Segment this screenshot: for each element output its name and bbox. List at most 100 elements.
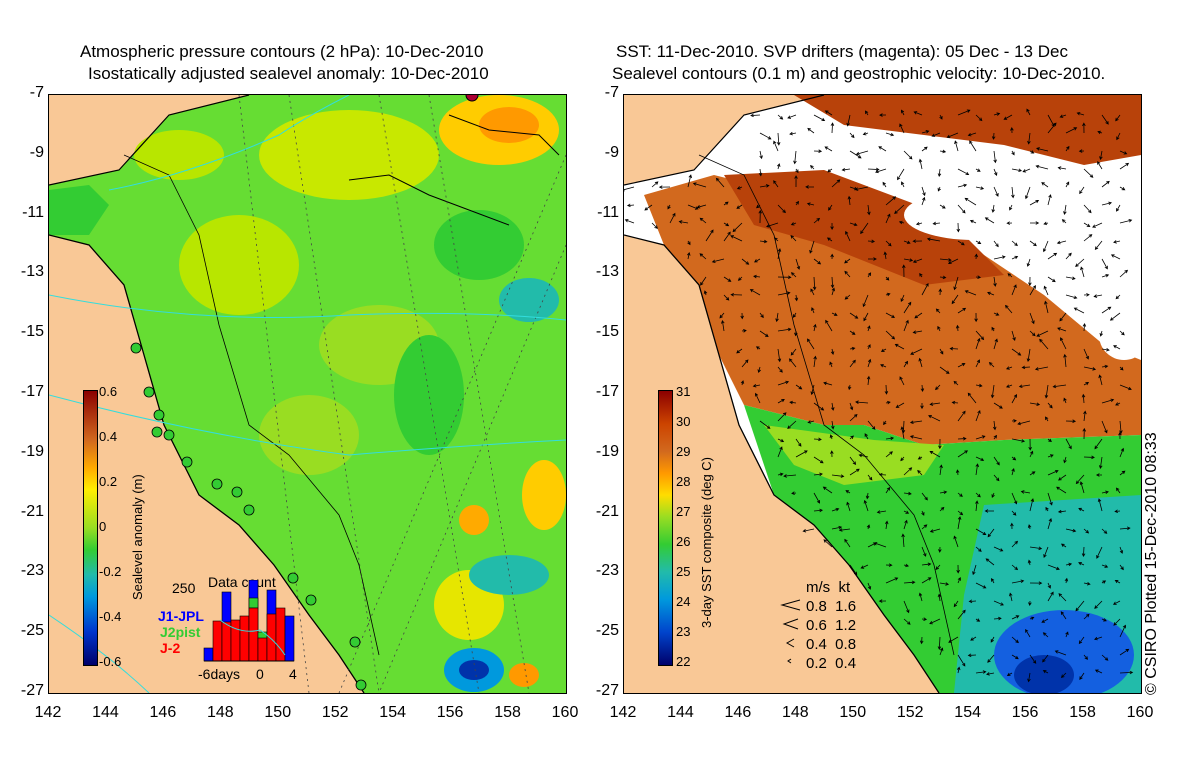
velocity-arrow	[867, 325, 871, 332]
velocity-arrow	[991, 578, 995, 584]
velocity-arrow	[1115, 294, 1121, 300]
velocity-arrow	[903, 491, 912, 496]
velocity-arrow	[1098, 456, 1103, 469]
velocity-arrow	[1083, 348, 1089, 360]
velocity-arrow	[939, 582, 950, 586]
velocity-arrow	[1036, 330, 1049, 337]
velocity-arrow	[863, 499, 869, 512]
velocity-arrow	[777, 327, 792, 332]
velocity-arrow	[1036, 147, 1049, 152]
velocity-arrow	[957, 436, 967, 441]
velocity-arrow	[736, 204, 743, 209]
velocity-arrow	[972, 564, 977, 576]
velocity-arrow	[1011, 438, 1026, 443]
velocity-arrow	[1083, 293, 1090, 297]
velocity-arrow	[829, 434, 834, 440]
x-tick-label: 152	[896, 704, 924, 721]
velocity-arrow	[1011, 284, 1017, 296]
velocity-arrow	[1119, 670, 1134, 675]
velocity-arrow	[830, 253, 834, 260]
velocity-arrow	[975, 409, 981, 422]
velocity-arrow	[687, 204, 699, 210]
velocity-arrow	[1029, 330, 1036, 337]
y-tick-label: -27	[20, 682, 44, 699]
velocity-arrow	[1083, 382, 1090, 386]
velocity-arrow	[937, 325, 941, 332]
velocity-arrow	[1095, 473, 1103, 477]
velocity-arrow	[866, 375, 871, 386]
velocity-arrow	[1005, 304, 1013, 314]
velocity-arrow	[968, 599, 977, 604]
sst-cbar-tick-29: 29	[676, 444, 691, 459]
coastline	[49, 234, 365, 693]
velocity-arrow	[1101, 347, 1110, 352]
velocity-arrow	[1119, 564, 1124, 571]
velocity-arrow	[736, 186, 743, 190]
velocity-arrow	[759, 150, 763, 160]
velocity-arrow	[1011, 492, 1018, 505]
anomaly-blob-cold	[459, 660, 489, 680]
velocity-arrow	[975, 546, 982, 552]
velocity-arrow	[1094, 240, 1103, 250]
velocity-arrow	[939, 204, 946, 209]
anomaly-blob-warm	[479, 107, 539, 143]
velocity-arrow	[956, 222, 961, 233]
sst-cbar-tick-23: 23	[676, 624, 691, 639]
velocity-arrow	[1113, 345, 1121, 350]
velocity-arrow	[737, 276, 743, 281]
velocity-arrow	[776, 132, 781, 146]
velocity-arrow	[644, 204, 653, 211]
velocity-arrow	[988, 362, 995, 368]
satellite-tracks	[238, 95, 566, 693]
velocity-arrow	[1042, 670, 1049, 674]
velocity-arrow	[1029, 200, 1040, 206]
velocity-arrow	[831, 507, 840, 512]
velocity-arrow	[956, 564, 960, 574]
velocity-arrow	[1065, 127, 1078, 134]
velocity-arrow	[967, 392, 977, 404]
velocity-arrow	[975, 618, 981, 622]
velocity-arrow	[912, 330, 923, 334]
velocity-arrow	[957, 410, 966, 422]
velocity-arrow	[992, 420, 997, 431]
velocity-arrow	[1101, 180, 1110, 188]
velocity-arrow	[1113, 618, 1121, 626]
anomaly-blob	[394, 335, 464, 455]
velocity-arrow	[1011, 168, 1023, 173]
velocity-arrow	[984, 509, 995, 513]
velocity-arrow	[864, 433, 869, 440]
coastline	[624, 234, 940, 693]
reef-contour	[123, 154, 380, 656]
x-tick-label: 144	[92, 704, 119, 721]
velocity-arrow	[811, 307, 815, 314]
velocity-arrow	[867, 204, 871, 216]
velocity-arrow	[711, 258, 725, 264]
velocity-arrow	[1083, 581, 1091, 586]
velocity-arrow	[917, 456, 923, 460]
gulf-of-papua	[49, 185, 109, 235]
velocity-arrow	[849, 312, 859, 319]
velocity-arrow	[921, 546, 927, 557]
velocity-arrow	[975, 582, 987, 589]
velocity-arrow	[921, 146, 928, 152]
velocity-arrow	[939, 490, 948, 495]
velocity-arrow	[813, 508, 824, 513]
velocity-arrow	[1109, 312, 1121, 321]
vector-legend: m/s kt 0.8 1.6 0.6 1.2 0.4 0.8 0.2 0.4	[806, 578, 856, 673]
x-tick-label: 148	[781, 704, 809, 721]
velocity-arrow	[1082, 427, 1087, 440]
velocity-arrow	[984, 217, 995, 224]
velocity-arrow	[651, 181, 659, 188]
velocity-arrow	[1047, 194, 1052, 206]
velocity-arrow	[1119, 624, 1127, 638]
velocity-arrow	[1027, 672, 1031, 683]
velocity-arrow	[1083, 204, 1092, 214]
y-tick-label: -13	[595, 263, 619, 281]
velocity-arrow	[867, 272, 872, 278]
velocity-arrow	[758, 168, 763, 177]
velocity-arrow	[899, 376, 905, 386]
y-tick-label: -23	[20, 562, 44, 580]
velocity-arrow	[795, 450, 808, 458]
velocity-arrow	[951, 294, 959, 305]
velocity-arrow	[1115, 114, 1121, 122]
